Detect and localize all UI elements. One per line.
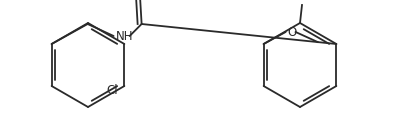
Text: NH: NH [116, 29, 133, 42]
Text: Cl: Cl [107, 83, 118, 96]
Text: O: O [288, 25, 297, 38]
